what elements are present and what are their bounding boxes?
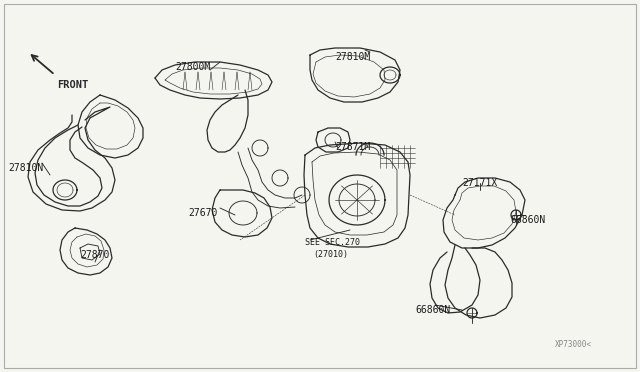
Text: 27670: 27670: [188, 208, 218, 218]
Text: 66860N: 66860N: [415, 305, 451, 315]
Text: 27810M: 27810M: [335, 52, 371, 62]
Text: (27010): (27010): [313, 250, 348, 259]
Text: 27171X: 27171X: [462, 178, 497, 188]
Text: 27871M: 27871M: [335, 142, 371, 152]
Text: FRONT: FRONT: [57, 80, 88, 90]
Text: XP73000<: XP73000<: [555, 340, 592, 349]
Text: 66860N: 66860N: [510, 215, 545, 225]
Text: 27870: 27870: [80, 250, 109, 260]
Text: 27800M: 27800M: [175, 62, 211, 72]
Text: SEE SEC.270: SEE SEC.270: [305, 238, 360, 247]
Text: 27810N: 27810N: [8, 163, 44, 173]
